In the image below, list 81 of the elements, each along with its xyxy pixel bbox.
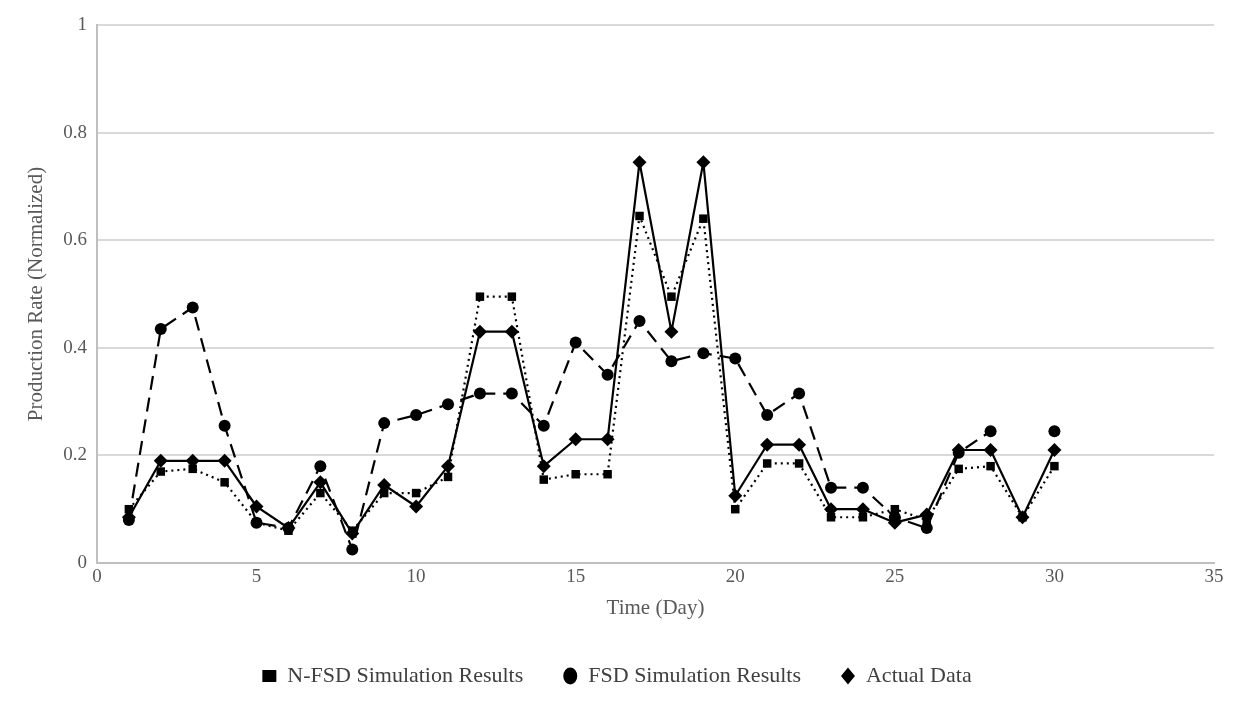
point bbox=[793, 387, 806, 400]
point bbox=[568, 432, 583, 447]
point bbox=[761, 409, 774, 422]
point bbox=[825, 481, 838, 494]
point bbox=[186, 301, 199, 314]
point bbox=[409, 499, 424, 514]
x-tick-label: 0 bbox=[92, 565, 102, 587]
point bbox=[378, 417, 391, 430]
point bbox=[571, 469, 580, 479]
point bbox=[537, 419, 550, 432]
point bbox=[1047, 443, 1062, 458]
point bbox=[156, 467, 166, 476]
x-tick-label: 10 bbox=[406, 565, 426, 587]
x-tick-label: 20 bbox=[725, 565, 745, 587]
x-tick-label: 5 bbox=[251, 565, 262, 587]
point bbox=[472, 324, 487, 339]
point bbox=[792, 437, 807, 452]
point bbox=[507, 292, 517, 301]
point bbox=[441, 459, 456, 474]
point bbox=[504, 324, 519, 339]
y-tick-label: 0 bbox=[77, 550, 87, 572]
point bbox=[475, 292, 485, 301]
point bbox=[218, 419, 231, 432]
point bbox=[984, 425, 997, 438]
point bbox=[601, 368, 614, 381]
point bbox=[220, 478, 229, 487]
x-tick-label: 30 bbox=[1044, 565, 1064, 587]
point bbox=[249, 499, 264, 514]
point bbox=[217, 453, 232, 468]
point bbox=[600, 432, 615, 447]
point bbox=[986, 461, 995, 471]
point bbox=[665, 355, 678, 368]
x-tick-label: 35 bbox=[1204, 565, 1224, 587]
point bbox=[188, 464, 197, 474]
point bbox=[346, 543, 359, 556]
point bbox=[667, 292, 676, 301]
point bbox=[664, 324, 679, 339]
point bbox=[760, 437, 775, 452]
point bbox=[826, 513, 836, 522]
point bbox=[603, 469, 612, 479]
point bbox=[858, 513, 868, 522]
point bbox=[410, 409, 423, 422]
point bbox=[569, 336, 582, 349]
point bbox=[762, 459, 772, 468]
point bbox=[728, 488, 743, 503]
point bbox=[983, 443, 998, 458]
y-tick-label: 0.8 bbox=[63, 120, 87, 142]
point bbox=[1048, 425, 1061, 438]
point bbox=[699, 214, 708, 223]
point bbox=[633, 314, 646, 327]
y-tick-label: 1 bbox=[77, 12, 87, 34]
point bbox=[442, 398, 455, 411]
y-tick-label: 0.4 bbox=[63, 335, 88, 357]
point bbox=[314, 460, 327, 473]
point bbox=[632, 155, 647, 170]
point bbox=[316, 488, 325, 498]
point bbox=[536, 459, 551, 474]
point bbox=[505, 387, 518, 400]
y-tick-label: 0.2 bbox=[63, 443, 87, 465]
point bbox=[1050, 461, 1059, 471]
point bbox=[313, 475, 328, 490]
y-tick-label: 0.6 bbox=[63, 228, 87, 250]
point bbox=[794, 459, 804, 468]
legend-label: Actual Data bbox=[865, 661, 972, 687]
point bbox=[729, 352, 742, 365]
legend-label: FSD Simulation Results bbox=[588, 661, 801, 687]
x-axis-title: Time (Day) bbox=[606, 594, 705, 619]
point bbox=[153, 453, 168, 468]
point bbox=[635, 211, 644, 221]
x-tick-label: 25 bbox=[885, 565, 905, 587]
point bbox=[731, 504, 740, 514]
point bbox=[954, 464, 963, 474]
point bbox=[473, 387, 486, 400]
y-axis-title: Production Rate (Normalized) bbox=[23, 166, 48, 422]
point bbox=[696, 155, 711, 170]
x-tick-label: 15 bbox=[566, 565, 586, 587]
point bbox=[856, 481, 869, 494]
point bbox=[539, 475, 549, 484]
point bbox=[154, 322, 167, 335]
legend-label: N-FSD Simulation Results bbox=[287, 661, 524, 687]
point bbox=[697, 347, 710, 360]
